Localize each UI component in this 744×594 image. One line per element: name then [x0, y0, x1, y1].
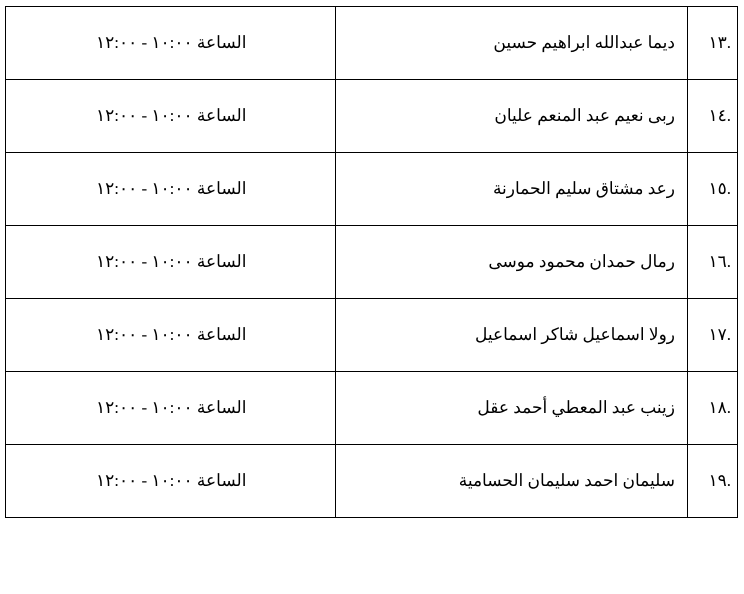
- table-body: .١٣ ديما عبدالله ابراهيم حسين الساعة ١٠:…: [6, 7, 738, 518]
- row-index: .١٤: [688, 80, 738, 153]
- row-index: .١٧: [688, 299, 738, 372]
- table-row: .١٣ ديما عبدالله ابراهيم حسين الساعة ١٠:…: [6, 7, 738, 80]
- table-row: .١٥ رعد مشتاق سليم الحمارنة الساعة ١٠:٠٠…: [6, 153, 738, 226]
- row-name: ديما عبدالله ابراهيم حسين: [336, 7, 688, 80]
- table-row: .١٩ سليمان احمد سليمان الحسامية الساعة ١…: [6, 445, 738, 518]
- table-row: .١٨ زينب عبد المعطي أحمد عقل الساعة ١٠:٠…: [6, 372, 738, 445]
- row-index: .١٨: [688, 372, 738, 445]
- row-index: .١٣: [688, 7, 738, 80]
- schedule-table: .١٣ ديما عبدالله ابراهيم حسين الساعة ١٠:…: [5, 6, 738, 518]
- row-time: الساعة ١٠:٠٠ - ١٢:٠٠: [6, 7, 336, 80]
- row-name: رعد مشتاق سليم الحمارنة: [336, 153, 688, 226]
- row-time: الساعة ١٠:٠٠ - ١٢:٠٠: [6, 153, 336, 226]
- table-row: .١٤ ربى نعيم عبد المنعم عليان الساعة ١٠:…: [6, 80, 738, 153]
- row-name: رولا اسماعيل شاكر اسماعيل: [336, 299, 688, 372]
- row-time: الساعة ١٠:٠٠ - ١٢:٠٠: [6, 80, 336, 153]
- row-index: .١٥: [688, 153, 738, 226]
- row-time: الساعة ١٠:٠٠ - ١٢:٠٠: [6, 372, 336, 445]
- table-row: .١٦ رمال حمدان محمود موسى الساعة ١٠:٠٠ -…: [6, 226, 738, 299]
- row-time: الساعة ١٠:٠٠ - ١٢:٠٠: [6, 299, 336, 372]
- table-row: .١٧ رولا اسماعيل شاكر اسماعيل الساعة ١٠:…: [6, 299, 738, 372]
- row-index: .١٦: [688, 226, 738, 299]
- row-time: الساعة ١٠:٠٠ - ١٢:٠٠: [6, 226, 336, 299]
- row-index: .١٩: [688, 445, 738, 518]
- row-time: الساعة ١٠:٠٠ - ١٢:٠٠: [6, 445, 336, 518]
- row-name: زينب عبد المعطي أحمد عقل: [336, 372, 688, 445]
- row-name: ربى نعيم عبد المنعم عليان: [336, 80, 688, 153]
- row-name: سليمان احمد سليمان الحسامية: [336, 445, 688, 518]
- row-name: رمال حمدان محمود موسى: [336, 226, 688, 299]
